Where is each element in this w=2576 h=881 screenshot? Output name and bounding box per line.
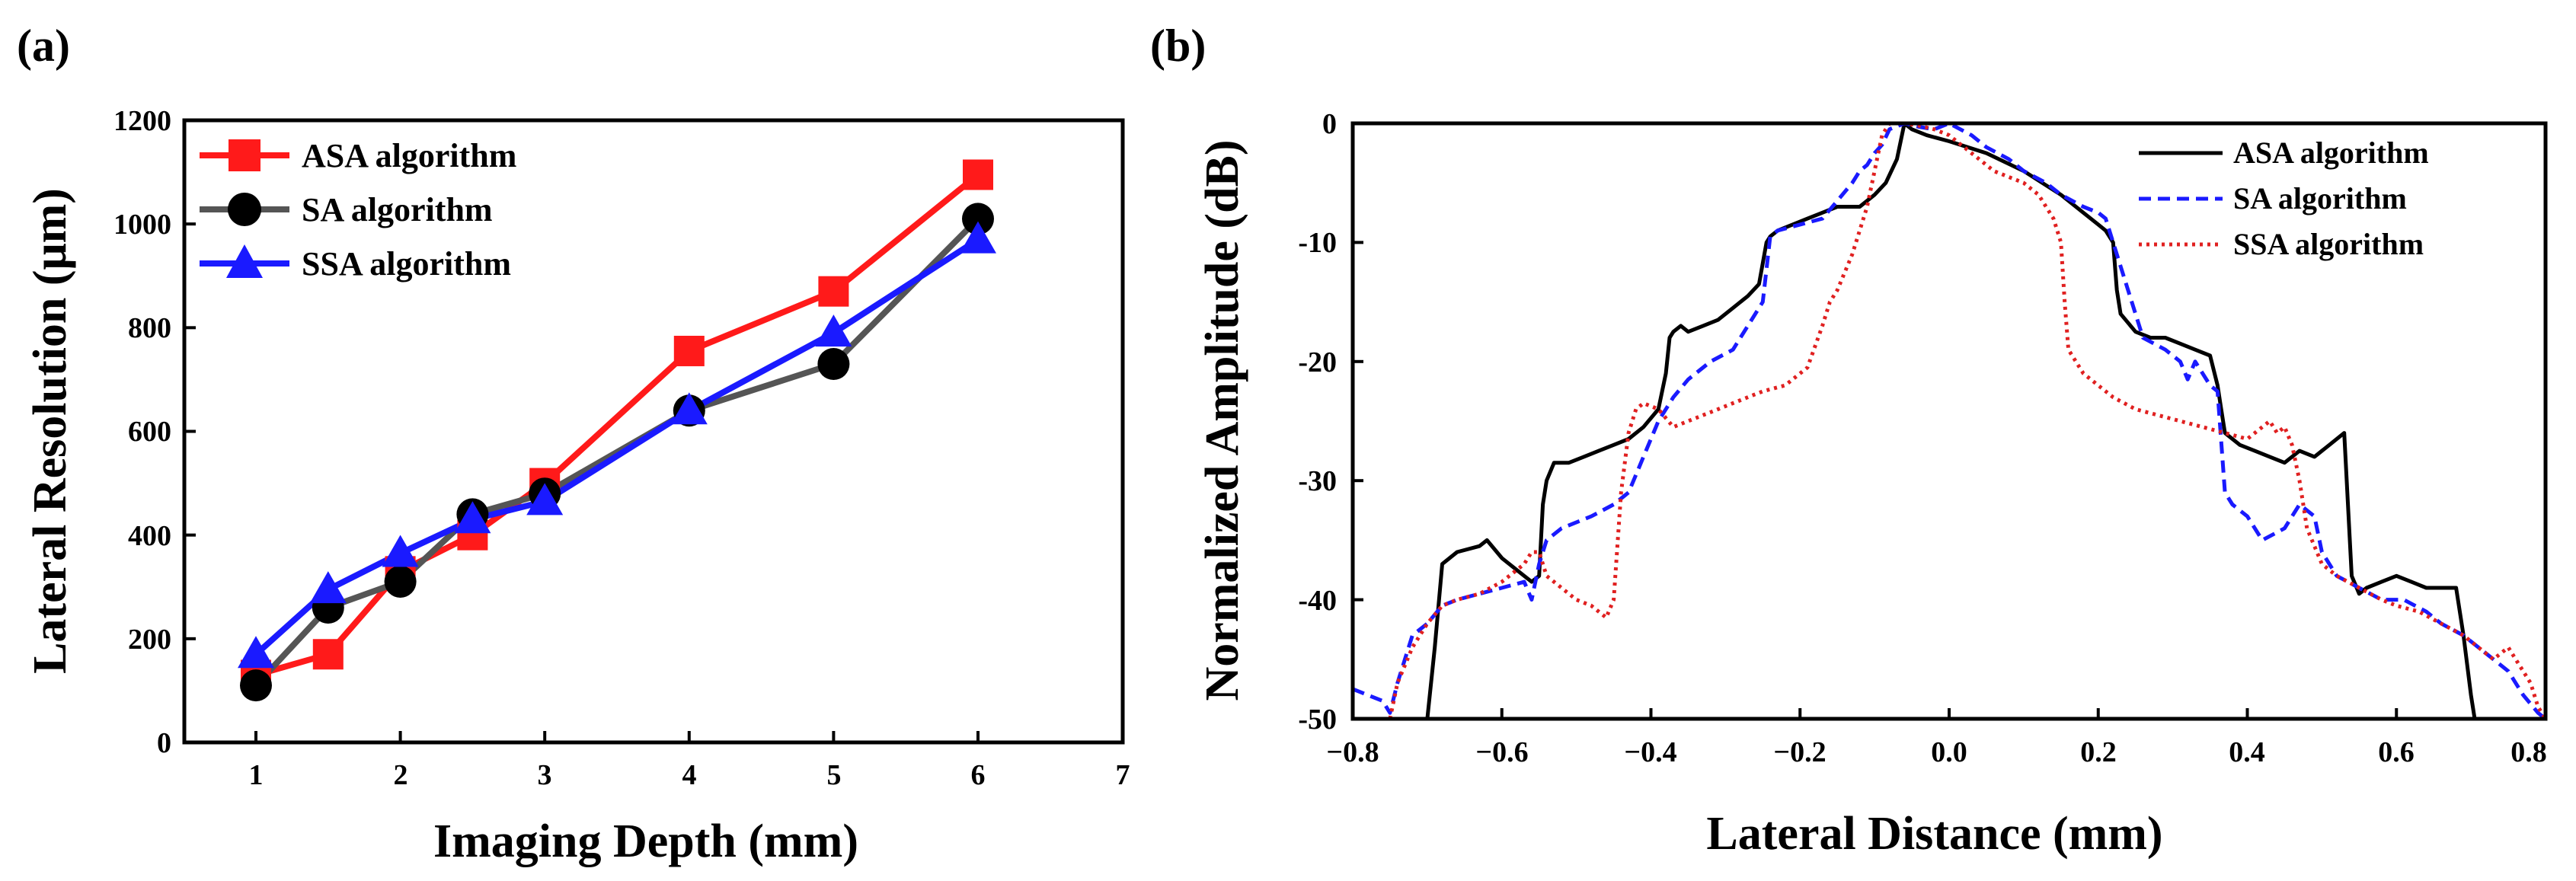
data-point-sa (384, 565, 417, 598)
panel-a: (a) 0 200 400 600 800 1000 1200 1 2 3 4 … (17, 21, 1130, 867)
legend-marker-square (229, 139, 260, 171)
panel-b: (b) 0 -10 -20 -30 -40 -50 −0.8 −0.6 −0.4… (1150, 21, 2548, 860)
panel-a-label: (a) (17, 21, 70, 71)
legend-label-sa: SA algorithm (2233, 181, 2407, 215)
panel-a-legend: ASA algorithm SA algorithm SSA algorithm (200, 137, 516, 282)
data-point-sa (817, 347, 850, 380)
panel-a-x-tick: 3 (538, 759, 552, 791)
panel-b-x-tick: −0.4 (1624, 736, 1676, 768)
panel-a-y-tick: 400 (128, 520, 171, 552)
panel-a-x-tick: 2 (394, 759, 408, 791)
panel-b-legend: ASA algorithm SA algorithm SSA algorithm (2139, 136, 2429, 261)
panel-b-label: (b) (1150, 21, 1206, 71)
panel-b-x-tick: 0.8 (2510, 736, 2547, 768)
panel-b-series-layer (1353, 123, 2546, 719)
panel-a-y-tick: 600 (128, 416, 171, 448)
legend-label-sa: SA algorithm (302, 191, 493, 228)
panel-a-x-tick: 4 (682, 759, 697, 791)
legend-label-asa: ASA algorithm (302, 137, 516, 174)
panel-a-legend-item-sa: SA algorithm (200, 191, 493, 228)
panel-a-x-tick: 7 (1116, 759, 1130, 791)
data-point-ssa (238, 636, 274, 669)
panel-b-y-tick: -30 (1298, 465, 1337, 497)
data-point-asa (963, 159, 993, 190)
panel-b-x-tick: 0.4 (2229, 736, 2265, 768)
data-point-ssa (309, 571, 347, 604)
panel-a-y-tick: 0 (157, 727, 171, 759)
data-point-asa (312, 639, 344, 670)
data-point-ssa (960, 221, 996, 254)
panel-b-x-tick: 0.0 (1931, 736, 1967, 768)
panel-a-series-layer (238, 159, 996, 702)
legend-label-ssa: SSA algorithm (2233, 227, 2424, 261)
series-line-asa (1425, 123, 2477, 719)
data-point-ssa (815, 314, 852, 347)
data-point-ssa (382, 535, 419, 567)
panel-a-y-tick: 1000 (113, 209, 171, 241)
data-point-sa (240, 669, 272, 702)
panel-b-x-tick: 0.2 (2080, 736, 2117, 768)
legend-marker-circle (228, 193, 261, 226)
panel-a-x-tick: 1 (249, 759, 264, 791)
panel-a-y-tick: 800 (128, 312, 171, 344)
panel-a-tick-marks (184, 119, 1124, 744)
data-point-asa (818, 276, 849, 307)
data-point-ssa (526, 483, 564, 516)
legend-label-ssa: SSA algorithm (302, 245, 511, 282)
panel-a-x-ticks: 1 2 3 4 5 6 7 (249, 759, 1130, 791)
panel-b-y-tick: 0 (1322, 108, 1337, 140)
panel-b-y-tick: -20 (1298, 346, 1337, 378)
panel-b-x-tick: −0.2 (1773, 736, 1826, 768)
panel-a-y-tick: 200 (128, 624, 171, 656)
panel-a-y-axis-label: Lateral Resolution (μm) (24, 188, 76, 674)
data-point-asa (673, 335, 705, 366)
panel-b-y-tick: -50 (1298, 704, 1337, 736)
panel-b-legend-item-ssa: SSA algorithm (2139, 227, 2424, 261)
panel-b-y-tick: -10 (1298, 227, 1337, 259)
panel-a-legend-item-ssa: SSA algorithm (200, 244, 511, 282)
panel-a-x-tick: 5 (827, 759, 842, 791)
series-line-ssa (1388, 123, 2546, 719)
data-point-ssa (454, 501, 491, 534)
panel-a-x-tick: 6 (971, 759, 986, 791)
panel-b-x-ticks: −0.8 −0.6 −0.4 −0.2 0.0 0.2 0.4 0.6 0.8 (1326, 736, 2546, 768)
panel-b-plot (1350, 121, 2548, 721)
panel-b-legend-item-sa: SA algorithm (2139, 181, 2407, 215)
panel-b-x-tick: −0.8 (1326, 736, 1379, 768)
panel-b-y-tick: -40 (1298, 585, 1337, 617)
panel-b-legend-item-asa: ASA algorithm (2139, 136, 2429, 170)
panel-b-y-axis-label: Normalized Amplitude (dB) (1197, 139, 1248, 701)
panel-a-y-tick: 1200 (113, 105, 171, 137)
data-point-ssa (670, 392, 708, 425)
panel-b-y-ticks: 0 -10 -20 -30 -40 -50 (1298, 108, 1337, 736)
panel-b-tick-marks (1351, 122, 2547, 720)
panel-a-y-ticks: 0 200 400 600 800 1000 1200 (113, 105, 171, 759)
panel-b-x-tick: −0.6 (1475, 736, 1528, 768)
panel-a-x-axis-label: Imaging Depth (mm) (433, 816, 858, 867)
panel-b-x-axis-label: Lateral Distance (mm) (1706, 808, 2162, 860)
legend-marker-triangle (226, 244, 263, 278)
panel-b-x-tick: 0.6 (2378, 736, 2415, 768)
series-line-ssa (254, 237, 980, 657)
legend-label-asa: ASA algorithm (2233, 136, 2429, 170)
panel-a-legend-item-asa: ASA algorithm (200, 137, 516, 174)
panel-a-plot (182, 118, 1125, 745)
data-point-sa (962, 203, 994, 235)
